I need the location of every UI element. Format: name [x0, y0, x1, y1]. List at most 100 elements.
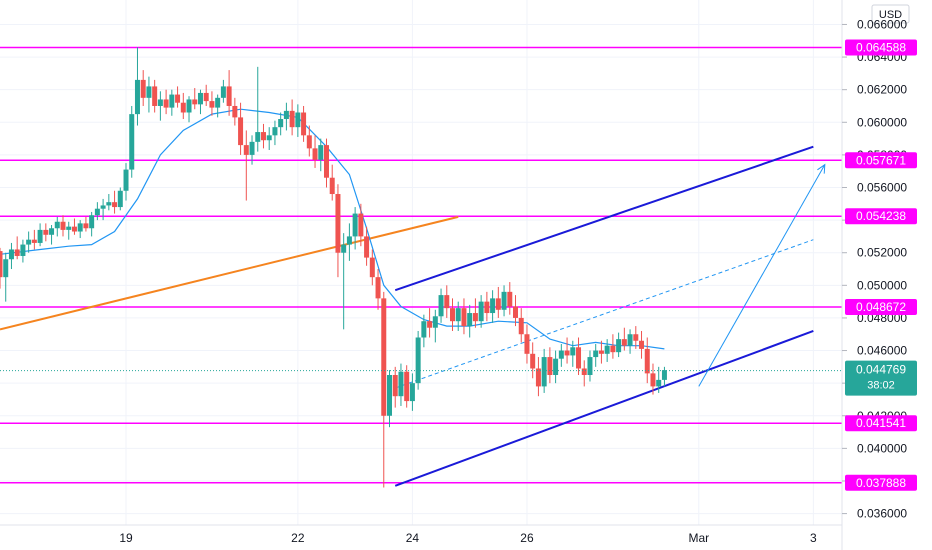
- candle-body[interactable]: [535, 368, 541, 387]
- candle-body[interactable]: [71, 226, 77, 232]
- candle-body[interactable]: [60, 221, 66, 230]
- candle-body[interactable]: [392, 375, 398, 397]
- candle-body[interactable]: [266, 135, 272, 141]
- candle-body[interactable]: [346, 236, 352, 245]
- horizontal-levels[interactable]: [0, 46, 842, 484]
- candle-body[interactable]: [14, 249, 20, 256]
- candle-body[interactable]: [117, 190, 123, 208]
- candle-body[interactable]: [604, 345, 610, 354]
- candle-body[interactable]: [564, 350, 570, 356]
- projection-arrow[interactable]: [698, 164, 826, 387]
- candle-body[interactable]: [444, 295, 450, 309]
- candles[interactable]: [0, 47, 667, 488]
- candle-body[interactable]: [157, 99, 163, 106]
- candle-body[interactable]: [197, 92, 203, 105]
- candle-body[interactable]: [89, 215, 95, 229]
- candle-body[interactable]: [656, 379, 662, 387]
- candle-body[interactable]: [283, 110, 289, 120]
- candle-body[interactable]: [163, 99, 169, 108]
- candle-body[interactable]: [427, 321, 433, 328]
- candle-body[interactable]: [43, 229, 49, 235]
- candle-body[interactable]: [146, 86, 152, 98]
- candle-body[interactable]: [495, 298, 501, 310]
- currency-badge[interactable]: [871, 4, 910, 24]
- candle-body[interactable]: [581, 368, 587, 375]
- candle-body[interactable]: [576, 347, 582, 369]
- candle-body[interactable]: [438, 295, 444, 317]
- candle-body[interactable]: [278, 119, 284, 128]
- candle-body[interactable]: [112, 202, 118, 208]
- candle-body[interactable]: [215, 97, 221, 108]
- time-scale[interactable]: 19 22 24 26 Mar 3: [0, 524, 842, 545]
- candle-body[interactable]: [31, 239, 37, 243]
- candle-body[interactable]: [220, 86, 226, 98]
- candle-body[interactable]: [66, 226, 72, 230]
- candle-body[interactable]: [169, 94, 175, 108]
- candle-body[interactable]: [289, 110, 295, 128]
- candle-body[interactable]: [272, 127, 278, 136]
- candle-body[interactable]: [558, 350, 564, 359]
- candle-body[interactable]: [243, 145, 249, 155]
- candle-body[interactable]: [467, 313, 473, 327]
- candle-body[interactable]: [461, 308, 467, 327]
- candle-body[interactable]: [621, 339, 627, 346]
- candle-body[interactable]: [306, 135, 312, 149]
- candle-body[interactable]: [249, 141, 255, 155]
- candle-body[interactable]: [301, 112, 307, 136]
- candle-body[interactable]: [312, 148, 318, 160]
- trend-drawings[interactable]: [0, 145, 826, 487]
- candle-body[interactable]: [478, 301, 484, 322]
- candle-body[interactable]: [513, 306, 519, 318]
- candle-body[interactable]: [472, 313, 478, 322]
- candle-body[interactable]: [352, 213, 358, 237]
- candle-body[interactable]: [409, 383, 415, 402]
- candle-body[interactable]: [238, 117, 244, 146]
- candle-body[interactable]: [421, 321, 427, 338]
- candle-body[interactable]: [192, 99, 198, 105]
- channel-upper-line[interactable]: [394, 145, 814, 292]
- candle-body[interactable]: [432, 316, 438, 328]
- candle-body[interactable]: [323, 145, 329, 178]
- candle-body[interactable]: [20, 244, 26, 256]
- candle-body[interactable]: [398, 371, 404, 397]
- candle-body[interactable]: [318, 145, 324, 160]
- candle-body[interactable]: [100, 205, 106, 209]
- candle-body[interactable]: [484, 301, 490, 314]
- candle-body[interactable]: [140, 79, 146, 98]
- candle-body[interactable]: [335, 194, 341, 253]
- candle-body[interactable]: [404, 371, 410, 402]
- candle-body[interactable]: [186, 99, 192, 113]
- candle-body[interactable]: [83, 223, 89, 229]
- candle-body[interactable]: [209, 101, 215, 108]
- candle-body[interactable]: [381, 298, 387, 416]
- candle-body[interactable]: [49, 228, 55, 235]
- candle-body[interactable]: [593, 350, 599, 358]
- channel-lower-line[interactable]: [394, 330, 814, 487]
- candle-body[interactable]: [501, 291, 507, 310]
- candle-body[interactable]: [175, 94, 181, 103]
- candle-body[interactable]: [553, 358, 559, 375]
- candle-body[interactable]: [598, 350, 604, 354]
- candle-body[interactable]: [650, 373, 656, 387]
- candle-body[interactable]: [3, 259, 9, 278]
- candle-body[interactable]: [490, 298, 496, 314]
- candle-body[interactable]: [77, 223, 83, 232]
- candle-body[interactable]: [152, 86, 158, 106]
- candle-body[interactable]: [295, 112, 301, 128]
- candle-body[interactable]: [547, 357, 553, 375]
- candle-body[interactable]: [0, 251, 3, 278]
- candle-body[interactable]: [129, 114, 135, 170]
- candle-body[interactable]: [232, 105, 238, 118]
- candle-body[interactable]: [627, 334, 633, 346]
- candle-body[interactable]: [386, 375, 392, 416]
- candle-body[interactable]: [94, 208, 100, 216]
- candle-body[interactable]: [329, 177, 335, 195]
- price-scale[interactable]: USD: [841, 0, 932, 550]
- channel-midline-dashed[interactable]: [395, 239, 814, 389]
- candle-body[interactable]: [260, 132, 266, 141]
- orange-trendline[interactable]: [0, 215, 459, 331]
- candle-body[interactable]: [524, 334, 530, 354]
- candle-body[interactable]: [661, 370, 667, 380]
- candle-body[interactable]: [54, 221, 60, 229]
